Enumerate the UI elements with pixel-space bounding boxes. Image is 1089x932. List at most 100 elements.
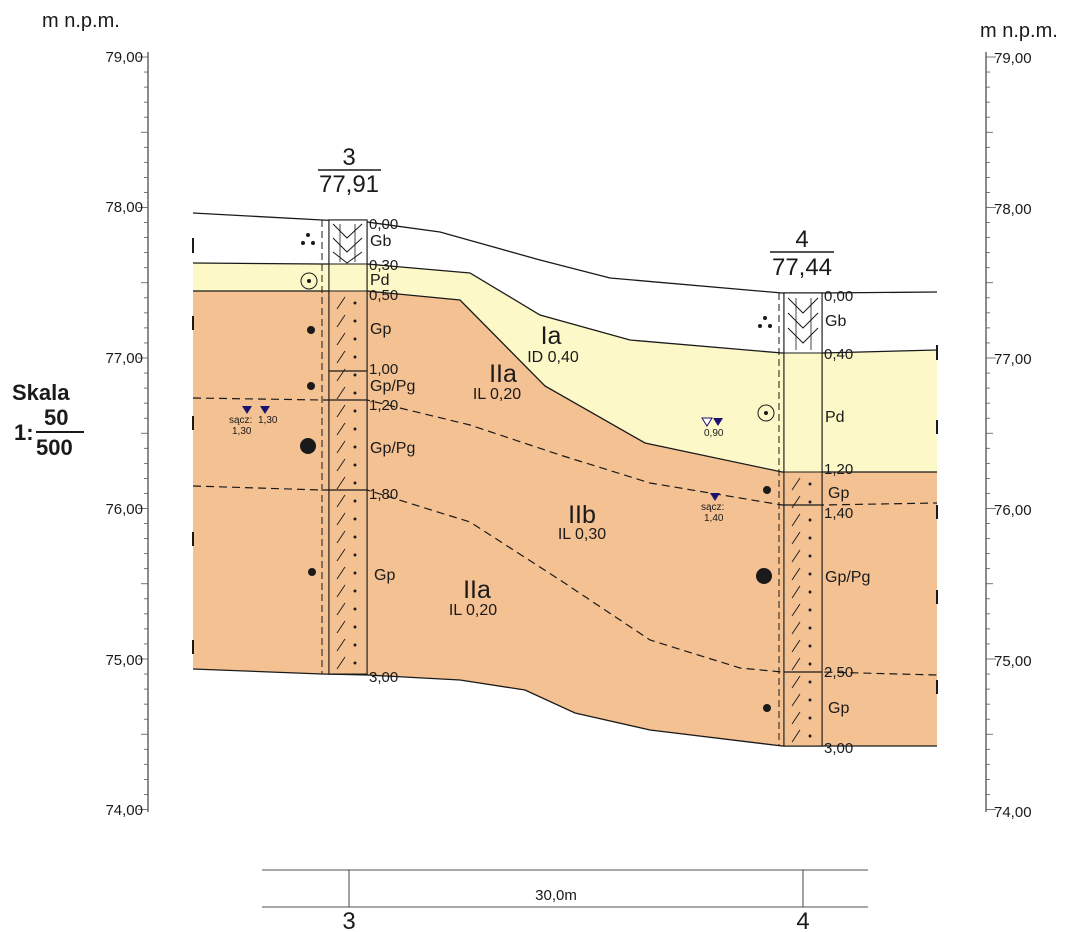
borehole-4-soil: Gp bbox=[828, 485, 849, 502]
borehole-3-soil: Gp/Pg bbox=[370, 378, 415, 395]
unit-name: IIa bbox=[489, 360, 517, 388]
left-tick-label: 77,00 bbox=[105, 350, 143, 367]
hatch-mark bbox=[791, 603, 801, 617]
left-tick-label: 78,00 bbox=[105, 199, 143, 216]
hatch-dot bbox=[353, 499, 357, 503]
left-axis-unit: m n.p.m. bbox=[42, 10, 120, 32]
distance-right-borehole: 4 bbox=[796, 908, 809, 932]
left-tick-label: 74,00 bbox=[105, 802, 143, 819]
section-edge-marks bbox=[192, 238, 938, 694]
hatch-mark bbox=[336, 566, 346, 580]
hatch-mark bbox=[791, 639, 801, 653]
borehole-4-depth: 0,00 bbox=[824, 288, 853, 305]
hatch-mark bbox=[336, 638, 346, 652]
hatch-dot bbox=[353, 337, 357, 341]
hatch-mark bbox=[336, 476, 346, 490]
hatch-dot bbox=[353, 553, 357, 557]
borehole-3-soil: Gb bbox=[370, 233, 391, 250]
borehole-3-number: 3 bbox=[342, 144, 355, 171]
right-tick-label: 74,00 bbox=[994, 804, 1032, 821]
hatch-mark bbox=[791, 693, 801, 707]
right-elevation-axis: m n.p.m. 79,00 78,00 77,00 76,00 75,00 7… bbox=[980, 20, 1058, 821]
hatch-mark bbox=[336, 314, 346, 328]
hatch-dot bbox=[808, 608, 812, 612]
hatch-mark bbox=[336, 350, 346, 364]
right-tick-label: 75,00 bbox=[994, 653, 1032, 670]
borehole-4-water bbox=[710, 493, 720, 501]
borehole-3: 3 77,91 0,00 0,30 0,50 1,00 1,20 1,80 3,… bbox=[229, 144, 415, 686]
hatch-mark bbox=[336, 494, 346, 508]
borehole-3-symbols bbox=[300, 233, 318, 576]
hatch-dot bbox=[808, 590, 812, 594]
hatch-dot bbox=[808, 698, 812, 702]
hatch-dot bbox=[353, 409, 357, 413]
right-tick-label: 78,00 bbox=[994, 201, 1032, 218]
hatch-dot bbox=[808, 662, 812, 666]
hatch-mark bbox=[791, 657, 801, 671]
hatch-dot bbox=[353, 319, 357, 323]
hatch-dot bbox=[808, 716, 812, 720]
borehole-4-water-depth: 1,40 bbox=[704, 513, 724, 524]
hatch-dot bbox=[353, 391, 357, 395]
unit-param: IL 0,30 bbox=[558, 526, 606, 543]
borehole-4-depth: 0,40 bbox=[824, 346, 853, 363]
hatch-dot bbox=[353, 661, 357, 665]
hatch-mark bbox=[336, 404, 346, 418]
hatch-dot bbox=[353, 589, 357, 593]
borehole-4-symbols bbox=[756, 316, 775, 712]
hatch-mark bbox=[791, 585, 801, 599]
unit-name: IIb bbox=[568, 501, 596, 529]
hatch-mark bbox=[336, 422, 346, 436]
borehole-4-soil: Gb bbox=[825, 313, 846, 330]
borehole-4-elevation: 77,44 bbox=[772, 254, 832, 281]
borehole-4-water-observed bbox=[701, 417, 723, 427]
hatch-dot bbox=[353, 571, 357, 575]
borehole-3-depth: 1,00 bbox=[369, 361, 398, 378]
distance-bar bbox=[262, 869, 868, 908]
hatch-mark bbox=[791, 549, 801, 563]
unit-name: IIa bbox=[463, 576, 491, 604]
hatch-mark bbox=[336, 458, 346, 472]
hatch-dot bbox=[353, 301, 357, 305]
borehole-4-soil: Gp/Pg bbox=[825, 569, 870, 586]
borehole-3-depth: 3,00 bbox=[369, 669, 398, 686]
hatch-dot bbox=[808, 482, 812, 486]
borehole-4: 4 77,44 0,00 0,40 1,20 1,40 2,50 3,00 Gb… bbox=[701, 226, 870, 757]
left-elevation-axis: m n.p.m. 79,00 78,00 77,00 76,00 75,00 7… bbox=[42, 10, 149, 819]
hatch-mark bbox=[791, 513, 801, 527]
layer-sand-fill bbox=[193, 263, 937, 472]
hatch-mark bbox=[336, 584, 346, 598]
hatch-dot bbox=[808, 680, 812, 684]
left-tick-label: 76,00 bbox=[105, 501, 143, 518]
borehole-3-depth: 1,20 bbox=[369, 397, 398, 414]
right-tick-label: 77,00 bbox=[994, 351, 1032, 368]
right-tick-label: 79,00 bbox=[994, 50, 1032, 67]
hatch-mark bbox=[336, 512, 346, 526]
scale-block: Skala 1: 50 500 bbox=[12, 380, 84, 460]
hatch-dot bbox=[808, 572, 812, 576]
unit-labels: Ia ID 0,40 IIa IL 0,20 IIb IL 0,30 IIa I… bbox=[449, 322, 606, 619]
hatch-mark bbox=[791, 495, 801, 509]
borehole-3-soil: Gp/Pg bbox=[370, 440, 415, 457]
left-tick-label: 75,00 bbox=[105, 652, 143, 669]
borehole-4-soil: Gp bbox=[828, 700, 849, 717]
hatch-mark bbox=[791, 621, 801, 635]
borehole-3-water-label: sącz: bbox=[229, 415, 252, 426]
borehole-3-depth: 0,50 bbox=[369, 287, 398, 304]
hatch-dot bbox=[808, 518, 812, 522]
hatch-mark bbox=[791, 729, 801, 743]
borehole-4-water-label: sącz: bbox=[701, 502, 724, 513]
hatch-dot bbox=[353, 373, 357, 377]
hatch-mark bbox=[336, 602, 346, 616]
hatch-mark bbox=[336, 620, 346, 634]
distance-left-borehole: 3 bbox=[342, 908, 355, 932]
hatch-dot bbox=[353, 625, 357, 629]
hatch-dot bbox=[353, 445, 357, 449]
hatch-dot bbox=[808, 536, 812, 540]
borehole-4-water-observed-depth: 0,90 bbox=[704, 428, 724, 439]
hatch-dot bbox=[353, 607, 357, 611]
borehole-4-number: 4 bbox=[795, 226, 808, 253]
hatch-dot bbox=[808, 626, 812, 630]
borehole-3-soil: Gp bbox=[370, 321, 391, 338]
